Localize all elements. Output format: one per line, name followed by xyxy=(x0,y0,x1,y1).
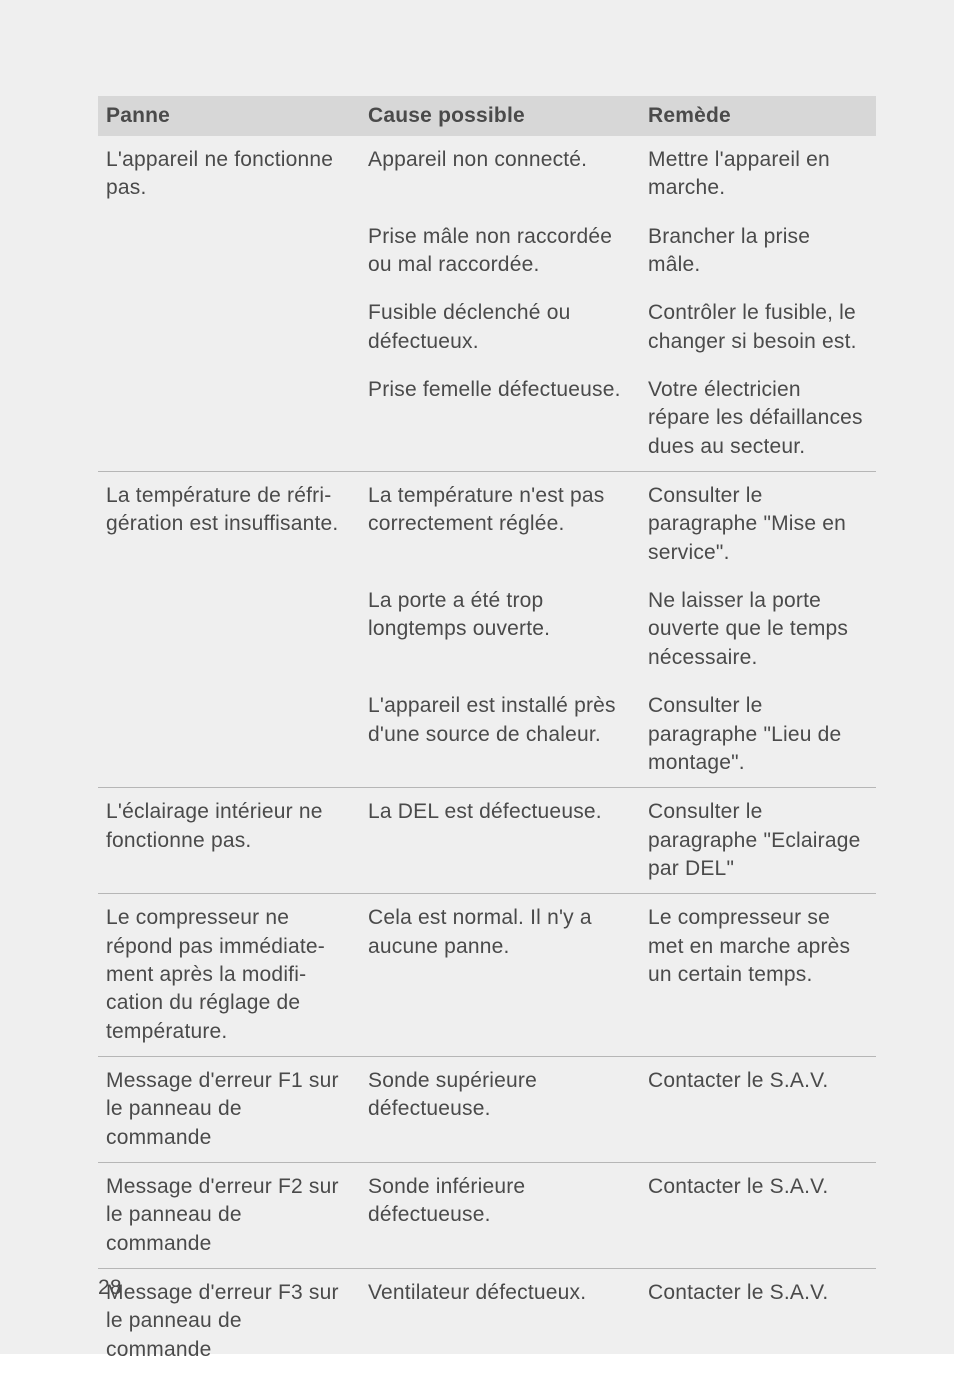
header-remede: Remède xyxy=(640,96,876,136)
page: Panne Cause possible Remède L'appareil n… xyxy=(0,0,954,1354)
cell-remede: Contrôler le fusible, le changer si beso… xyxy=(640,289,876,366)
cell-cause: L'appareil est installé près d'une sourc… xyxy=(360,682,640,788)
header-cause: Cause possible xyxy=(360,96,640,136)
table-row: Le compresseur ne répond pas immédiate­m… xyxy=(98,894,876,1057)
troubleshooting-table: Panne Cause possible Remède L'appareil n… xyxy=(98,96,876,1374)
table-row: Message d'erreur F3 sur le panneau de co… xyxy=(98,1269,876,1374)
cell-cause: Cela est normal. Il n'y a aucune panne. xyxy=(360,894,640,1057)
cell-panne: Message d'erreur F3 sur le panneau de co… xyxy=(98,1269,360,1374)
header-panne: Panne xyxy=(98,96,360,136)
cell-remede: Consulter le paragraphe "Mise en service… xyxy=(640,472,876,578)
cell-cause: La température n'est pas correctement ré… xyxy=(360,472,640,578)
cell-remede: Ne laisser la porte ouverte que le temps… xyxy=(640,577,876,682)
table-row: L'éclairage intérieur ne fonctionne pas.… xyxy=(98,788,876,894)
cell-cause: La DEL est défectueuse. xyxy=(360,788,640,894)
cell-panne: La température de réfri­gération est ins… xyxy=(98,472,360,788)
cell-remede: Contacter le S.A.V. xyxy=(640,1162,876,1268)
cell-panne: Le compresseur ne répond pas immédiate­m… xyxy=(98,894,360,1057)
cell-cause: Ventilateur défectueux. xyxy=(360,1269,640,1374)
cell-cause: Sonde supérieure défectueuse. xyxy=(360,1056,640,1162)
page-number: 28 xyxy=(98,1276,122,1300)
cell-remede: Contacter le S.A.V. xyxy=(640,1269,876,1374)
cell-panne: Message d'erreur F1 sur le panneau de co… xyxy=(98,1056,360,1162)
cell-remede: Le compresseur se met en marche après un… xyxy=(640,894,876,1057)
cell-cause: Prise mâle non raccordée ou mal raccordé… xyxy=(360,213,640,290)
cell-remede: Mettre l'appareil en marche. xyxy=(640,136,876,213)
cell-remede: Consulter le paragraphe "Lieu de montage… xyxy=(640,682,876,788)
cell-panne: Message d'erreur F2 sur le panneau de co… xyxy=(98,1162,360,1268)
cell-cause: Fusible déclenché ou défectueux. xyxy=(360,289,640,366)
table-row: Message d'erreur F1 sur le panneau de co… xyxy=(98,1056,876,1162)
table-row: Message d'erreur F2 sur le panneau de co… xyxy=(98,1162,876,1268)
cell-remede: Consulter le paragraphe "Eclairage par D… xyxy=(640,788,876,894)
table-header: Panne Cause possible Remède xyxy=(98,96,876,136)
table-row: La température de réfri­gération est ins… xyxy=(98,472,876,578)
cell-remede: Brancher la prise mâle. xyxy=(640,213,876,290)
cell-cause: Prise femelle défectueuse. xyxy=(360,366,640,472)
table-body: L'appareil ne fonctionne pas.Appareil no… xyxy=(98,136,876,1374)
cell-cause: Appareil non connecté. xyxy=(360,136,640,213)
cell-remede: Votre électricien répare les défaillance… xyxy=(640,366,876,472)
cell-remede: Contacter le S.A.V. xyxy=(640,1056,876,1162)
cell-panne: L'éclairage intérieur ne fonctionne pas. xyxy=(98,788,360,894)
cell-cause: Sonde inférieure défectueuse. xyxy=(360,1162,640,1268)
cell-cause: La porte a été trop longtemps ouverte. xyxy=(360,577,640,682)
cell-panne: L'appareil ne fonctionne pas. xyxy=(98,136,360,472)
table-row: L'appareil ne fonctionne pas.Appareil no… xyxy=(98,136,876,213)
